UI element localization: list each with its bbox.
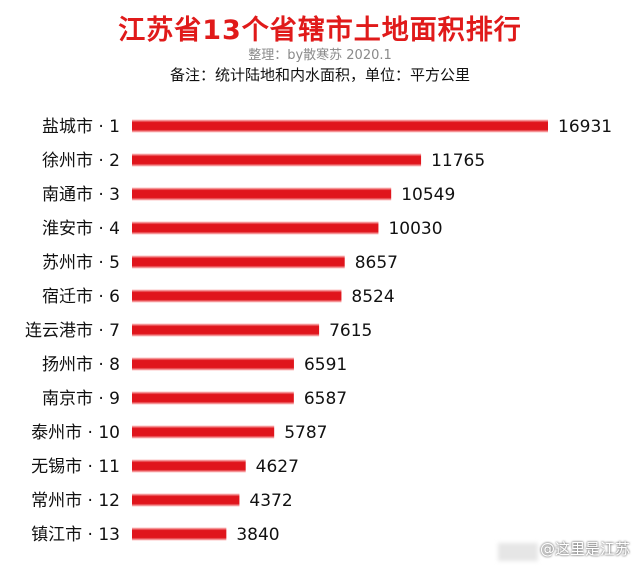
value-label: 7615 — [329, 321, 372, 341]
category-label: 徐州市 · 2 — [42, 151, 120, 171]
value-label: 16931 — [558, 117, 612, 137]
value-label: 8657 — [355, 253, 398, 273]
category-label: 常州市 · 12 — [31, 491, 120, 511]
bar — [132, 357, 294, 371]
bar — [132, 153, 422, 167]
bar — [132, 459, 246, 473]
value-label: 4627 — [256, 457, 299, 477]
category-label: 连云港市 · 7 — [25, 321, 120, 341]
chart-subtitle: 整理：by散寒苏 2020.1 — [248, 48, 392, 63]
bar — [132, 255, 345, 269]
value-label: 10549 — [401, 185, 455, 205]
category-label: 苏州市 · 5 — [42, 253, 120, 273]
watermark-blur — [498, 543, 538, 561]
bar — [132, 391, 294, 405]
value-label: 6591 — [304, 355, 347, 375]
category-label: 宿迁市 · 6 — [42, 287, 120, 307]
bar — [132, 493, 240, 507]
bar — [132, 323, 320, 337]
bar — [132, 289, 342, 303]
value-label: 11765 — [431, 151, 485, 171]
category-label: 南京市 · 9 — [42, 389, 120, 409]
value-label: 3840 — [236, 525, 279, 545]
bar — [132, 119, 548, 133]
bar — [132, 527, 227, 541]
value-label: 6587 — [304, 389, 347, 409]
value-label: 10030 — [388, 219, 442, 239]
category-label: 淮安市 · 4 — [42, 219, 120, 239]
chart-title: 江苏省13个省辖市土地面积排行 — [118, 15, 522, 46]
category-label: 无锡市 · 11 — [31, 457, 120, 477]
category-label: 泰州市 · 10 — [31, 423, 120, 443]
category-label: 扬州市 · 8 — [42, 355, 120, 375]
watermark-text: @这里是江苏 — [539, 540, 630, 558]
chart-note: 备注：统计陆地和内水面积，单位：平方公里 — [169, 66, 470, 84]
value-label: 8524 — [351, 287, 394, 307]
category-label: 镇江市 · 13 — [31, 525, 120, 545]
value-label: 4372 — [249, 491, 292, 511]
bar — [132, 187, 392, 201]
bar — [132, 425, 275, 439]
category-label: 盐城市 · 1 — [42, 117, 120, 137]
bar — [132, 221, 379, 235]
value-label: 5787 — [284, 423, 327, 443]
category-label: 南通市 · 3 — [42, 185, 120, 205]
